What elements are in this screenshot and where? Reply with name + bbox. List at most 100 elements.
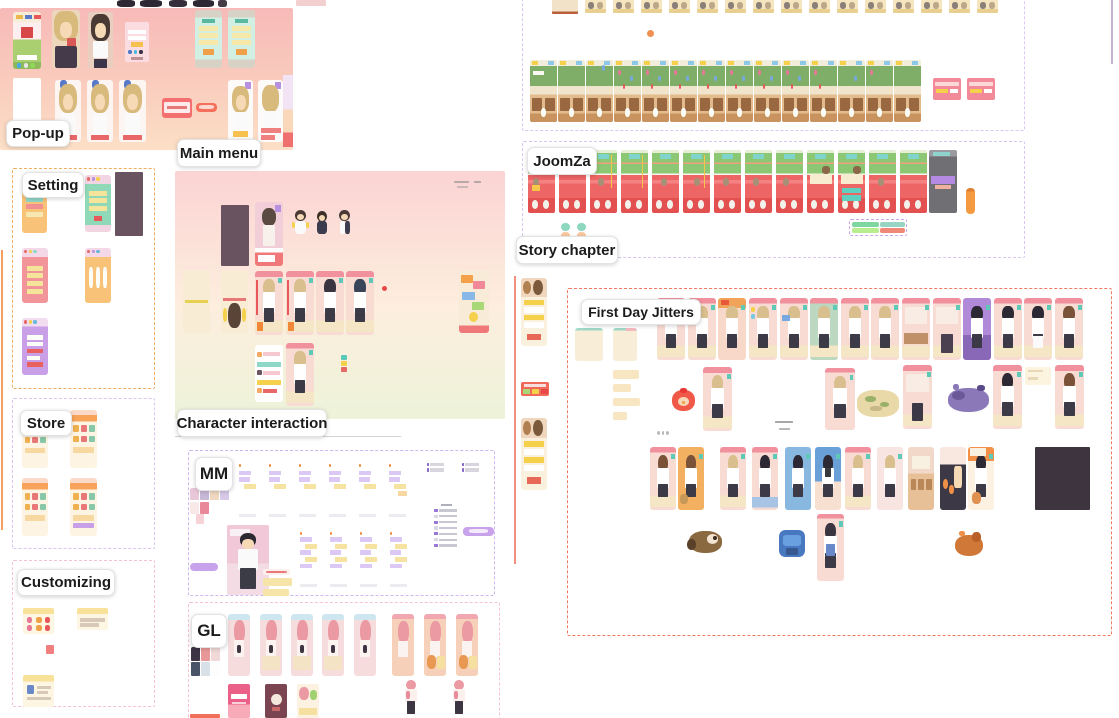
thumb-red-card[interactable] bbox=[190, 714, 220, 718]
thumb-note-row[interactable] bbox=[263, 578, 292, 586]
section-label-setting[interactable]: Setting bbox=[22, 172, 84, 198]
thumb-vn-scene[interactable] bbox=[392, 614, 414, 676]
thumb-store-screen[interactable] bbox=[70, 410, 97, 468]
frame-first-day-jitters[interactable] bbox=[567, 288, 1112, 636]
thumb-purple-button[interactable] bbox=[463, 527, 494, 536]
thumb-red-dot[interactable] bbox=[382, 286, 387, 291]
thumb-vn-scene[interactable] bbox=[785, 447, 811, 510]
section-label-story-chapter[interactable]: Story chapter bbox=[516, 236, 618, 264]
thumb-beige-card[interactable] bbox=[613, 328, 637, 361]
sprite-backpack[interactable] bbox=[777, 529, 807, 558]
sprite-capybara[interactable] bbox=[953, 531, 985, 558]
thumb-vn-scene[interactable] bbox=[845, 447, 871, 510]
thumb-pink-card[interactable] bbox=[933, 78, 961, 100]
thumb-vn-scene[interactable] bbox=[1055, 298, 1083, 360]
thumb-beige-card[interactable] bbox=[575, 328, 603, 361]
thumb-vn-scene[interactable] bbox=[1024, 298, 1052, 360]
thumb-vn-scene[interactable] bbox=[903, 365, 932, 429]
sprite-cat[interactable] bbox=[947, 383, 990, 413]
thumb-classroom-scene[interactable] bbox=[866, 60, 893, 122]
thumb-quest-card[interactable] bbox=[521, 278, 547, 346]
thumb-chat-screen[interactable] bbox=[237, 462, 258, 520]
thumb-chapter-card[interactable] bbox=[585, 0, 606, 13]
thumb-vn-scene[interactable] bbox=[963, 298, 991, 360]
thumb-button-pair[interactable] bbox=[561, 223, 570, 239]
thumb-vn-scene[interactable] bbox=[316, 271, 344, 335]
thumb-button-pair[interactable] bbox=[577, 223, 586, 239]
thumb-settings-screen[interactable] bbox=[22, 318, 48, 375]
thumb-classroom-scene[interactable] bbox=[726, 60, 753, 122]
thumb-dark-screen[interactable] bbox=[115, 172, 143, 236]
thumb-vn-scene[interactable] bbox=[841, 298, 869, 360]
thumb-vn-scene[interactable] bbox=[933, 298, 961, 360]
thumb-settings-screen[interactable] bbox=[85, 248, 111, 303]
thumb-character-card[interactable] bbox=[258, 80, 283, 142]
thumb-character-card[interactable] bbox=[119, 80, 146, 142]
sprite-chibi[interactable] bbox=[290, 210, 311, 237]
thumb-login-screen[interactable] bbox=[125, 22, 149, 62]
frame-joomza[interactable] bbox=[522, 141, 1025, 258]
thumb-character-card[interactable] bbox=[297, 684, 319, 718]
section-label-joomza[interactable]: JoomZa bbox=[527, 147, 597, 175]
thumb-pink-chip[interactable] bbox=[46, 645, 54, 654]
thumb-vn-scene[interactable] bbox=[456, 614, 478, 676]
thumb-track-scene[interactable] bbox=[838, 150, 865, 213]
thumb-note-character[interactable] bbox=[221, 271, 248, 333]
sprite-standing-character[interactable] bbox=[400, 680, 422, 718]
thumb-vn-scene[interactable] bbox=[993, 365, 1022, 429]
thumb-vn-scene[interactable] bbox=[752, 447, 778, 510]
thumb-track-scene[interactable] bbox=[869, 150, 896, 213]
frame-customizing[interactable] bbox=[12, 560, 155, 707]
thumb-chapter-card[interactable] bbox=[893, 0, 914, 13]
sprite-chibi[interactable] bbox=[335, 210, 354, 237]
thumb-vn-scene[interactable] bbox=[260, 614, 282, 676]
thumb-chapter-card[interactable] bbox=[809, 0, 830, 13]
thumb-image-cluster[interactable] bbox=[191, 647, 221, 677]
sprite-standing-character[interactable] bbox=[448, 680, 470, 718]
thumb-chat-screen[interactable] bbox=[267, 462, 288, 520]
thumb-list-rows[interactable] bbox=[427, 462, 444, 473]
thumb-checklist[interactable] bbox=[432, 502, 461, 555]
thumb-progress-bar[interactable] bbox=[852, 228, 879, 233]
thumb-vn-scene[interactable] bbox=[678, 447, 704, 510]
thumb-dark-screen[interactable] bbox=[221, 205, 249, 266]
thumb-vn-scene[interactable] bbox=[780, 298, 808, 360]
thumb-note-row[interactable] bbox=[613, 398, 640, 406]
thumb-vn-scene[interactable] bbox=[354, 614, 376, 676]
thumb-classroom-scene[interactable] bbox=[558, 60, 585, 122]
thumb-vn-scene[interactable] bbox=[424, 614, 446, 676]
thumb-classroom-scene[interactable] bbox=[530, 60, 557, 122]
frame-setting[interactable] bbox=[12, 168, 155, 389]
thumb-settings-screen[interactable] bbox=[85, 175, 111, 232]
sprite-chick[interactable] bbox=[670, 388, 697, 413]
thumb-store-screen[interactable] bbox=[22, 478, 48, 536]
thumb-tiny-text[interactable] bbox=[773, 419, 795, 435]
thumb-vn-scene[interactable] bbox=[994, 298, 1022, 360]
thumb-classroom-scene[interactable] bbox=[894, 60, 921, 122]
thumb-list-screen[interactable] bbox=[255, 345, 283, 402]
thumb-chapter-card[interactable] bbox=[949, 0, 970, 13]
thumb-vn-scene[interactable] bbox=[902, 298, 930, 360]
thumb-chapter-card[interactable] bbox=[781, 0, 802, 13]
section-label-store[interactable]: Store bbox=[20, 410, 72, 436]
thumb-small-card[interactable] bbox=[196, 514, 204, 524]
sprite-map[interactable] bbox=[857, 388, 899, 418]
thumb-orange-pill[interactable] bbox=[966, 188, 975, 214]
thumb-track-scene[interactable] bbox=[807, 150, 834, 213]
thumb-chat-screen[interactable] bbox=[388, 530, 409, 590]
section-label-customizing[interactable]: Customizing bbox=[17, 569, 115, 596]
thumb-vn-scene[interactable] bbox=[286, 343, 314, 406]
thumb-track-scene[interactable] bbox=[745, 150, 772, 213]
thumb-sticker-strip[interactable] bbox=[341, 355, 347, 373]
thumb-cropped-card[interactable] bbox=[283, 75, 293, 147]
thumb-classroom-scene[interactable] bbox=[698, 60, 725, 122]
thumb-purple-button[interactable] bbox=[190, 563, 218, 571]
thumb-chapter-card[interactable] bbox=[837, 0, 858, 13]
section-label-first-day-jitters[interactable]: First Day Jitters bbox=[581, 299, 701, 325]
thumb-chapter-card[interactable] bbox=[977, 0, 998, 13]
thumb-customize-screen[interactable] bbox=[77, 608, 108, 630]
thumb-classroom-scene[interactable] bbox=[642, 60, 669, 122]
thumb-classroom-scene[interactable] bbox=[754, 60, 781, 122]
thumb-classroom-scene[interactable] bbox=[586, 60, 613, 122]
thumb-note-row[interactable] bbox=[613, 412, 627, 420]
